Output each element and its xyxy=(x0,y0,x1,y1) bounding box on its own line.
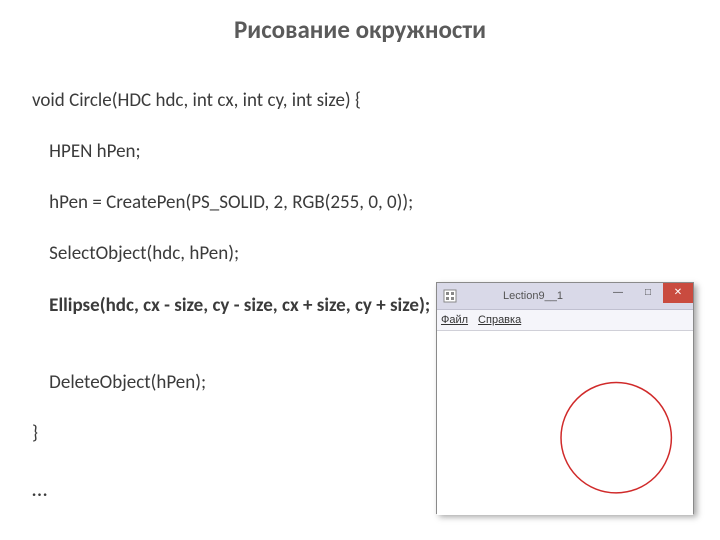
code-line: void Circle(HDC hdc, int cx, int cy, int… xyxy=(32,88,688,114)
menubar: Файл Справка xyxy=(437,310,693,331)
code-line: hPen = CreatePen(PS_SOLID, 2, RGB(255, 0… xyxy=(32,190,688,216)
app-icon xyxy=(443,289,457,303)
titlebar: Lection9__1 — □ ✕ xyxy=(437,283,693,310)
slide: Рисование окружности void Circle(HDC hdc… xyxy=(0,0,720,540)
window-title: Lection9__1 xyxy=(463,290,603,302)
menu-help[interactable]: Справка xyxy=(478,314,521,326)
maximize-button[interactable]: □ xyxy=(633,283,663,303)
menu-help-label: Справка xyxy=(478,314,521,326)
page-title: Рисование окружности xyxy=(0,14,720,45)
minimize-button[interactable]: — xyxy=(603,283,633,303)
client-area xyxy=(437,331,693,515)
app-window: Lection9__1 — □ ✕ Файл Справка xyxy=(436,282,694,514)
window-buttons: — □ ✕ xyxy=(603,283,693,309)
drawing-canvas xyxy=(437,331,693,515)
close-button[interactable]: ✕ xyxy=(663,283,693,303)
code-line: SelectObject(hdc, hPen); xyxy=(32,241,688,267)
menu-file[interactable]: Файл xyxy=(441,314,468,326)
menu-file-label: Файл xyxy=(441,314,468,326)
code-blank xyxy=(32,530,688,540)
code-line: HPEN hPen; xyxy=(32,139,688,165)
circle-shape xyxy=(561,383,671,493)
